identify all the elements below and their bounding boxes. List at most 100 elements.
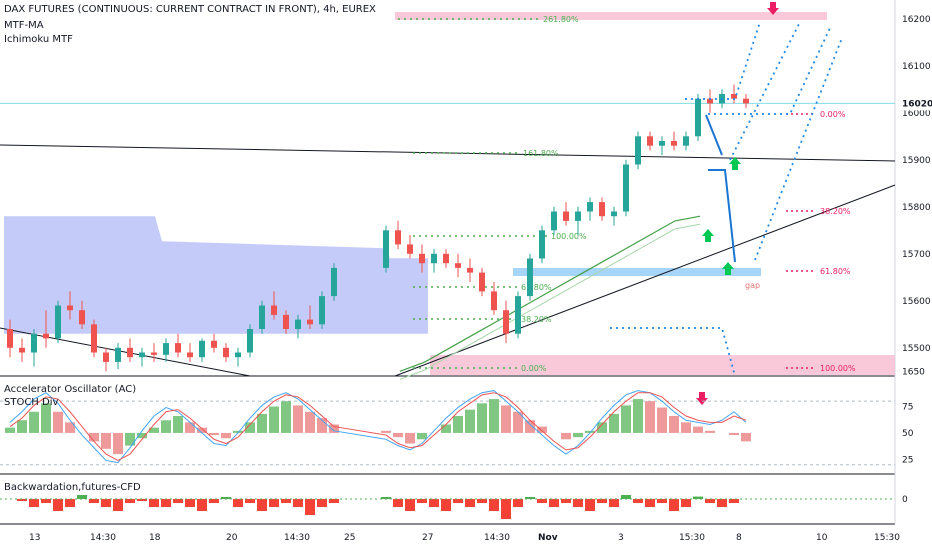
time-tick-label: 14:30 [90,533,116,543]
candle-body [491,291,497,311]
cfd-bar [209,499,219,503]
cfd-bar [221,497,231,499]
time-tick-label: 15:30 [679,533,705,543]
candle-body [115,347,121,362]
price-tick-label: 15600 [902,297,931,307]
time-tick-label: 27 [422,533,433,543]
time-tick-label: 13 [29,533,40,543]
candle-body [43,333,49,339]
candle-body [599,202,605,217]
candle-body [539,230,545,259]
cfd-bar [381,497,391,499]
cfd-bar [489,499,499,511]
gap-zone [513,268,761,276]
candle-body [731,94,737,99]
ac-bar [245,422,255,433]
candle-body [419,253,425,264]
candle-body [695,98,701,137]
fib-level-label: 38.20% [521,315,552,324]
price-tick-label: 15500 [902,344,931,354]
candle-body [211,340,217,348]
candle-body [271,305,277,315]
ac-bar [65,422,75,433]
candle-body [515,296,521,334]
cfd-bar [329,499,339,503]
current-price-tag [896,96,932,111]
legend-ichimoku: Ichimoku MTF [4,34,73,45]
cfd-tick-label: 0 [902,495,908,505]
ac-bar [621,405,631,433]
cfd-bar [101,499,111,507]
cfd-bar [257,499,267,511]
cfd-bar [65,499,75,507]
ac-bar [657,407,667,433]
candle-body [551,211,557,231]
legend-mtf-ma: MTF-MA [4,20,44,31]
ac-bar [609,413,619,433]
cfd-bar [429,499,439,507]
ac-bar [381,430,391,433]
trendline-upper [0,144,896,162]
cfd-bar [197,499,207,511]
ac-bar [705,430,715,433]
candle-body [527,258,533,297]
stoch-k-line [9,390,747,464]
candle-body [479,272,485,292]
legend-title: DAX FUTURES (CONTINUOUS: CURRENT CONTRAC… [4,4,376,15]
ac-bar [633,399,643,433]
fib-zone-bottom [430,355,895,375]
ac-bar [501,405,511,433]
candle-body [671,141,677,146]
cfd-bar [693,496,703,499]
candle-body [635,136,641,165]
candle-body [91,324,97,353]
projection-path [708,27,831,115]
projection-arrow [705,114,736,263]
cfd-bar [113,499,123,511]
fib-zone-top [395,12,827,20]
candle-body [79,310,85,325]
ac-bar [329,424,339,433]
candle-body [743,98,749,104]
cfd-bar [405,499,415,511]
ac-bar [293,405,303,433]
cfd-bar [269,499,279,507]
candle-body [139,352,145,358]
cfd-bar [17,499,27,501]
ac-bar [393,432,403,438]
osc-tick-label: 75 [902,402,913,412]
ac-bar [645,401,655,433]
ac-bar [729,432,739,436]
cfd-bar [717,499,727,507]
candle-body [467,267,473,273]
ac-bar [741,432,751,442]
projection-path [754,37,843,261]
cfd-bar [501,499,511,519]
osc-tick-label: 25 [902,455,913,465]
ac-bar [89,432,99,442]
fib-level-label: 261.80% [543,15,579,24]
time-tick-label: 14:30 [284,533,310,543]
ac-bar [537,426,547,433]
candle-body [395,230,401,245]
ac-bar [405,432,415,444]
candle-body [55,305,61,339]
candle-body [187,352,193,358]
ichimoku-cloud [4,216,428,334]
candle-body [223,347,229,358]
ac-bar [221,432,231,439]
time-tick-label: 8 [736,533,742,543]
down-arrow-icon [696,392,708,405]
candle-body [431,253,437,264]
down-arrow-icon [767,2,779,15]
ac-bar [477,403,487,433]
ac-bar [53,411,63,433]
ac-bar [101,432,111,449]
candle-body [31,333,37,353]
candle-body [503,310,509,334]
ac-bar [113,432,123,455]
candle-body [259,305,265,329]
cfd-bar [393,499,403,507]
ac-bar [185,422,195,433]
